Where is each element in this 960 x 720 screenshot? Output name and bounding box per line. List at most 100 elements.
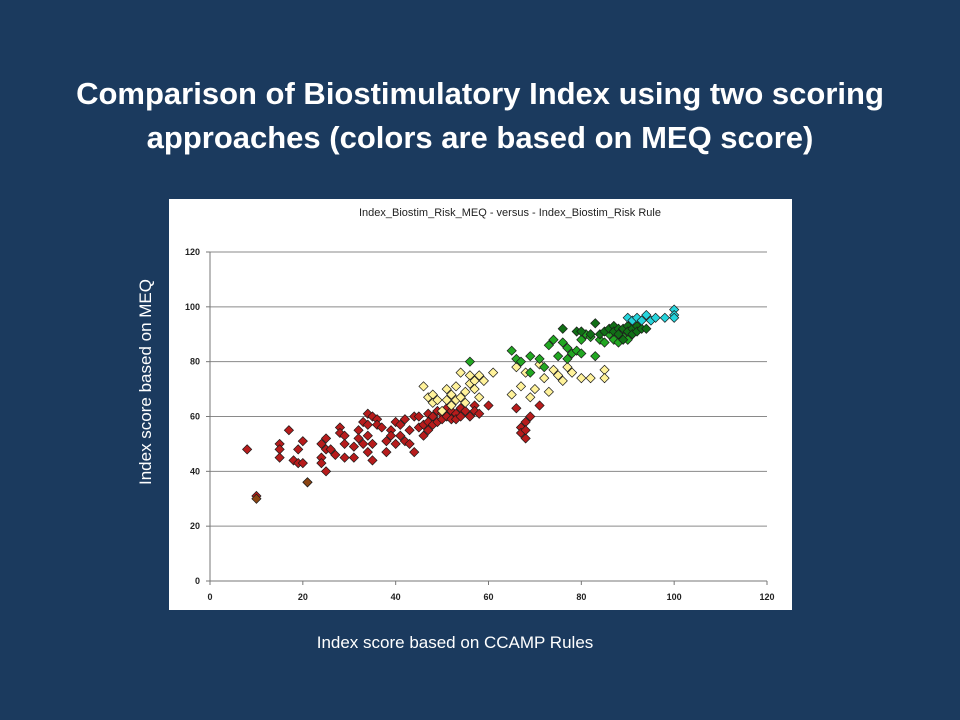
y-tick-label: 60: [190, 412, 200, 422]
x-tick-label: 20: [298, 592, 308, 602]
data-point-series-1: [432, 394, 443, 406]
data-point-series-0: [242, 444, 253, 455]
data-point-series-0: [339, 438, 350, 450]
data-point-series-4: [659, 312, 670, 323]
data-point-series-1: [599, 373, 610, 384]
data-point-series-1: [474, 370, 485, 381]
axes: [206, 251, 768, 585]
data-point-series-1: [566, 367, 578, 378]
data-point-series-1: [455, 392, 466, 403]
data-point-series-1: [460, 386, 471, 397]
y-axis-caption: Index score based on MEQ: [136, 278, 155, 486]
y-tick-label: 40: [190, 466, 200, 476]
y-tick-label: 20: [190, 521, 200, 531]
data-point-series-3: [618, 334, 629, 345]
data-point-series-0: [339, 452, 350, 463]
data-point-series-5: [302, 477, 313, 488]
data-point-series-2: [548, 334, 559, 345]
data-point-series-2: [576, 348, 587, 359]
data-point-series-0: [409, 447, 420, 458]
data-point-series-1: [529, 383, 541, 395]
x-axis-caption: Index score based on CCAMP Rules: [316, 633, 594, 652]
data-point-series-2: [464, 356, 476, 367]
data-point-series-0: [293, 444, 304, 455]
data-point-series-1: [585, 373, 596, 384]
tick-labels: 0 20 40 60 80 100 120 0 20 40 60 80 100 120: [185, 247, 775, 602]
data-point-series-0: [320, 433, 332, 444]
data-point-series-0: [274, 452, 285, 463]
data-point-series-0: [413, 411, 424, 422]
data-point-series-3: [641, 323, 652, 334]
data-point-series-2: [576, 334, 587, 345]
slide-title-line-1: Comparison of Biostimulatory Index using…: [76, 76, 884, 111]
data-point-series-0: [348, 441, 359, 452]
data-point-series-0: [320, 466, 332, 477]
data-point-series-3: [613, 329, 624, 340]
data-point-series-1: [460, 397, 471, 408]
data-point-series-2: [553, 351, 564, 362]
scatter-chart: Index_Biostim_Risk_MEQ - versus - Index_…: [185, 207, 775, 602]
data-point-series-0: [390, 438, 401, 450]
data-point-series-3: [557, 323, 568, 334]
data-point-series-2: [594, 334, 605, 345]
data-point-series-1: [539, 373, 550, 384]
data-point-series-0: [385, 430, 397, 441]
data-point-series-1: [446, 389, 457, 400]
data-point-series-0: [316, 458, 327, 469]
data-point-series-0: [367, 455, 378, 466]
y-tick-label: 120: [185, 247, 200, 257]
data-point-series-0: [483, 400, 494, 411]
data-point-series-0: [330, 449, 341, 460]
data-point-series-4: [641, 309, 652, 321]
data-point-series-2: [515, 356, 527, 367]
x-tick-label: 60: [483, 592, 493, 602]
data-point-series-1: [553, 370, 564, 381]
data-point-series-1: [474, 392, 485, 403]
data-point-series-0: [325, 444, 336, 455]
data-point-series-4: [669, 312, 680, 323]
data-point-series-1: [534, 359, 545, 370]
chart-title: Index_Biostim_Risk_MEQ - versus - Index_…: [359, 207, 661, 219]
data-point-series-0: [381, 436, 392, 447]
data-point-series-0: [520, 433, 531, 444]
data-point-series-1: [418, 381, 429, 392]
slide-title: Comparison of Biostimulatory Index using…: [40, 72, 920, 160]
data-point-series-2: [543, 340, 554, 351]
data-point-series-0: [283, 425, 295, 436]
data-point-series-0: [399, 414, 411, 425]
data-point-series-1: [576, 373, 587, 384]
data-point-series-1: [506, 389, 517, 400]
data-point-series-1: [562, 362, 573, 373]
data-point-series-1: [511, 362, 522, 373]
data-point-series-2: [562, 342, 573, 354]
x-tick-label: 120: [759, 592, 774, 602]
data-point-series-1: [469, 383, 480, 395]
data-point-series-3: [576, 326, 587, 337]
data-point-series-0: [474, 408, 485, 419]
data-point-series-0: [395, 419, 406, 430]
data-point-series-0: [316, 438, 327, 450]
data-point-series-4: [636, 315, 647, 326]
data-point-series-0: [358, 438, 369, 450]
data-point-series-0: [395, 430, 406, 441]
y-tick-label: 0: [195, 576, 200, 586]
data-point-series-0: [525, 411, 536, 422]
data-point-series-1: [446, 400, 457, 411]
data-points: [242, 304, 680, 504]
x-tick-label: 0: [207, 592, 212, 602]
data-point-series-1: [543, 386, 554, 397]
data-point-series-0: [381, 447, 392, 458]
data-point-series-1: [525, 392, 536, 403]
data-point-series-2: [599, 337, 610, 348]
data-point-series-5: [251, 493, 262, 504]
data-point-series-0: [353, 433, 364, 444]
data-point-series-1: [478, 375, 489, 386]
data-point-series-2: [525, 351, 536, 362]
data-point-series-1: [436, 405, 448, 417]
data-point-series-1: [441, 394, 452, 406]
data-point-series-2: [590, 351, 601, 362]
data-point-series-2: [562, 353, 573, 365]
x-tick-label: 100: [667, 592, 682, 602]
data-point-series-0: [362, 430, 373, 441]
x-tick-label: 40: [391, 592, 401, 602]
